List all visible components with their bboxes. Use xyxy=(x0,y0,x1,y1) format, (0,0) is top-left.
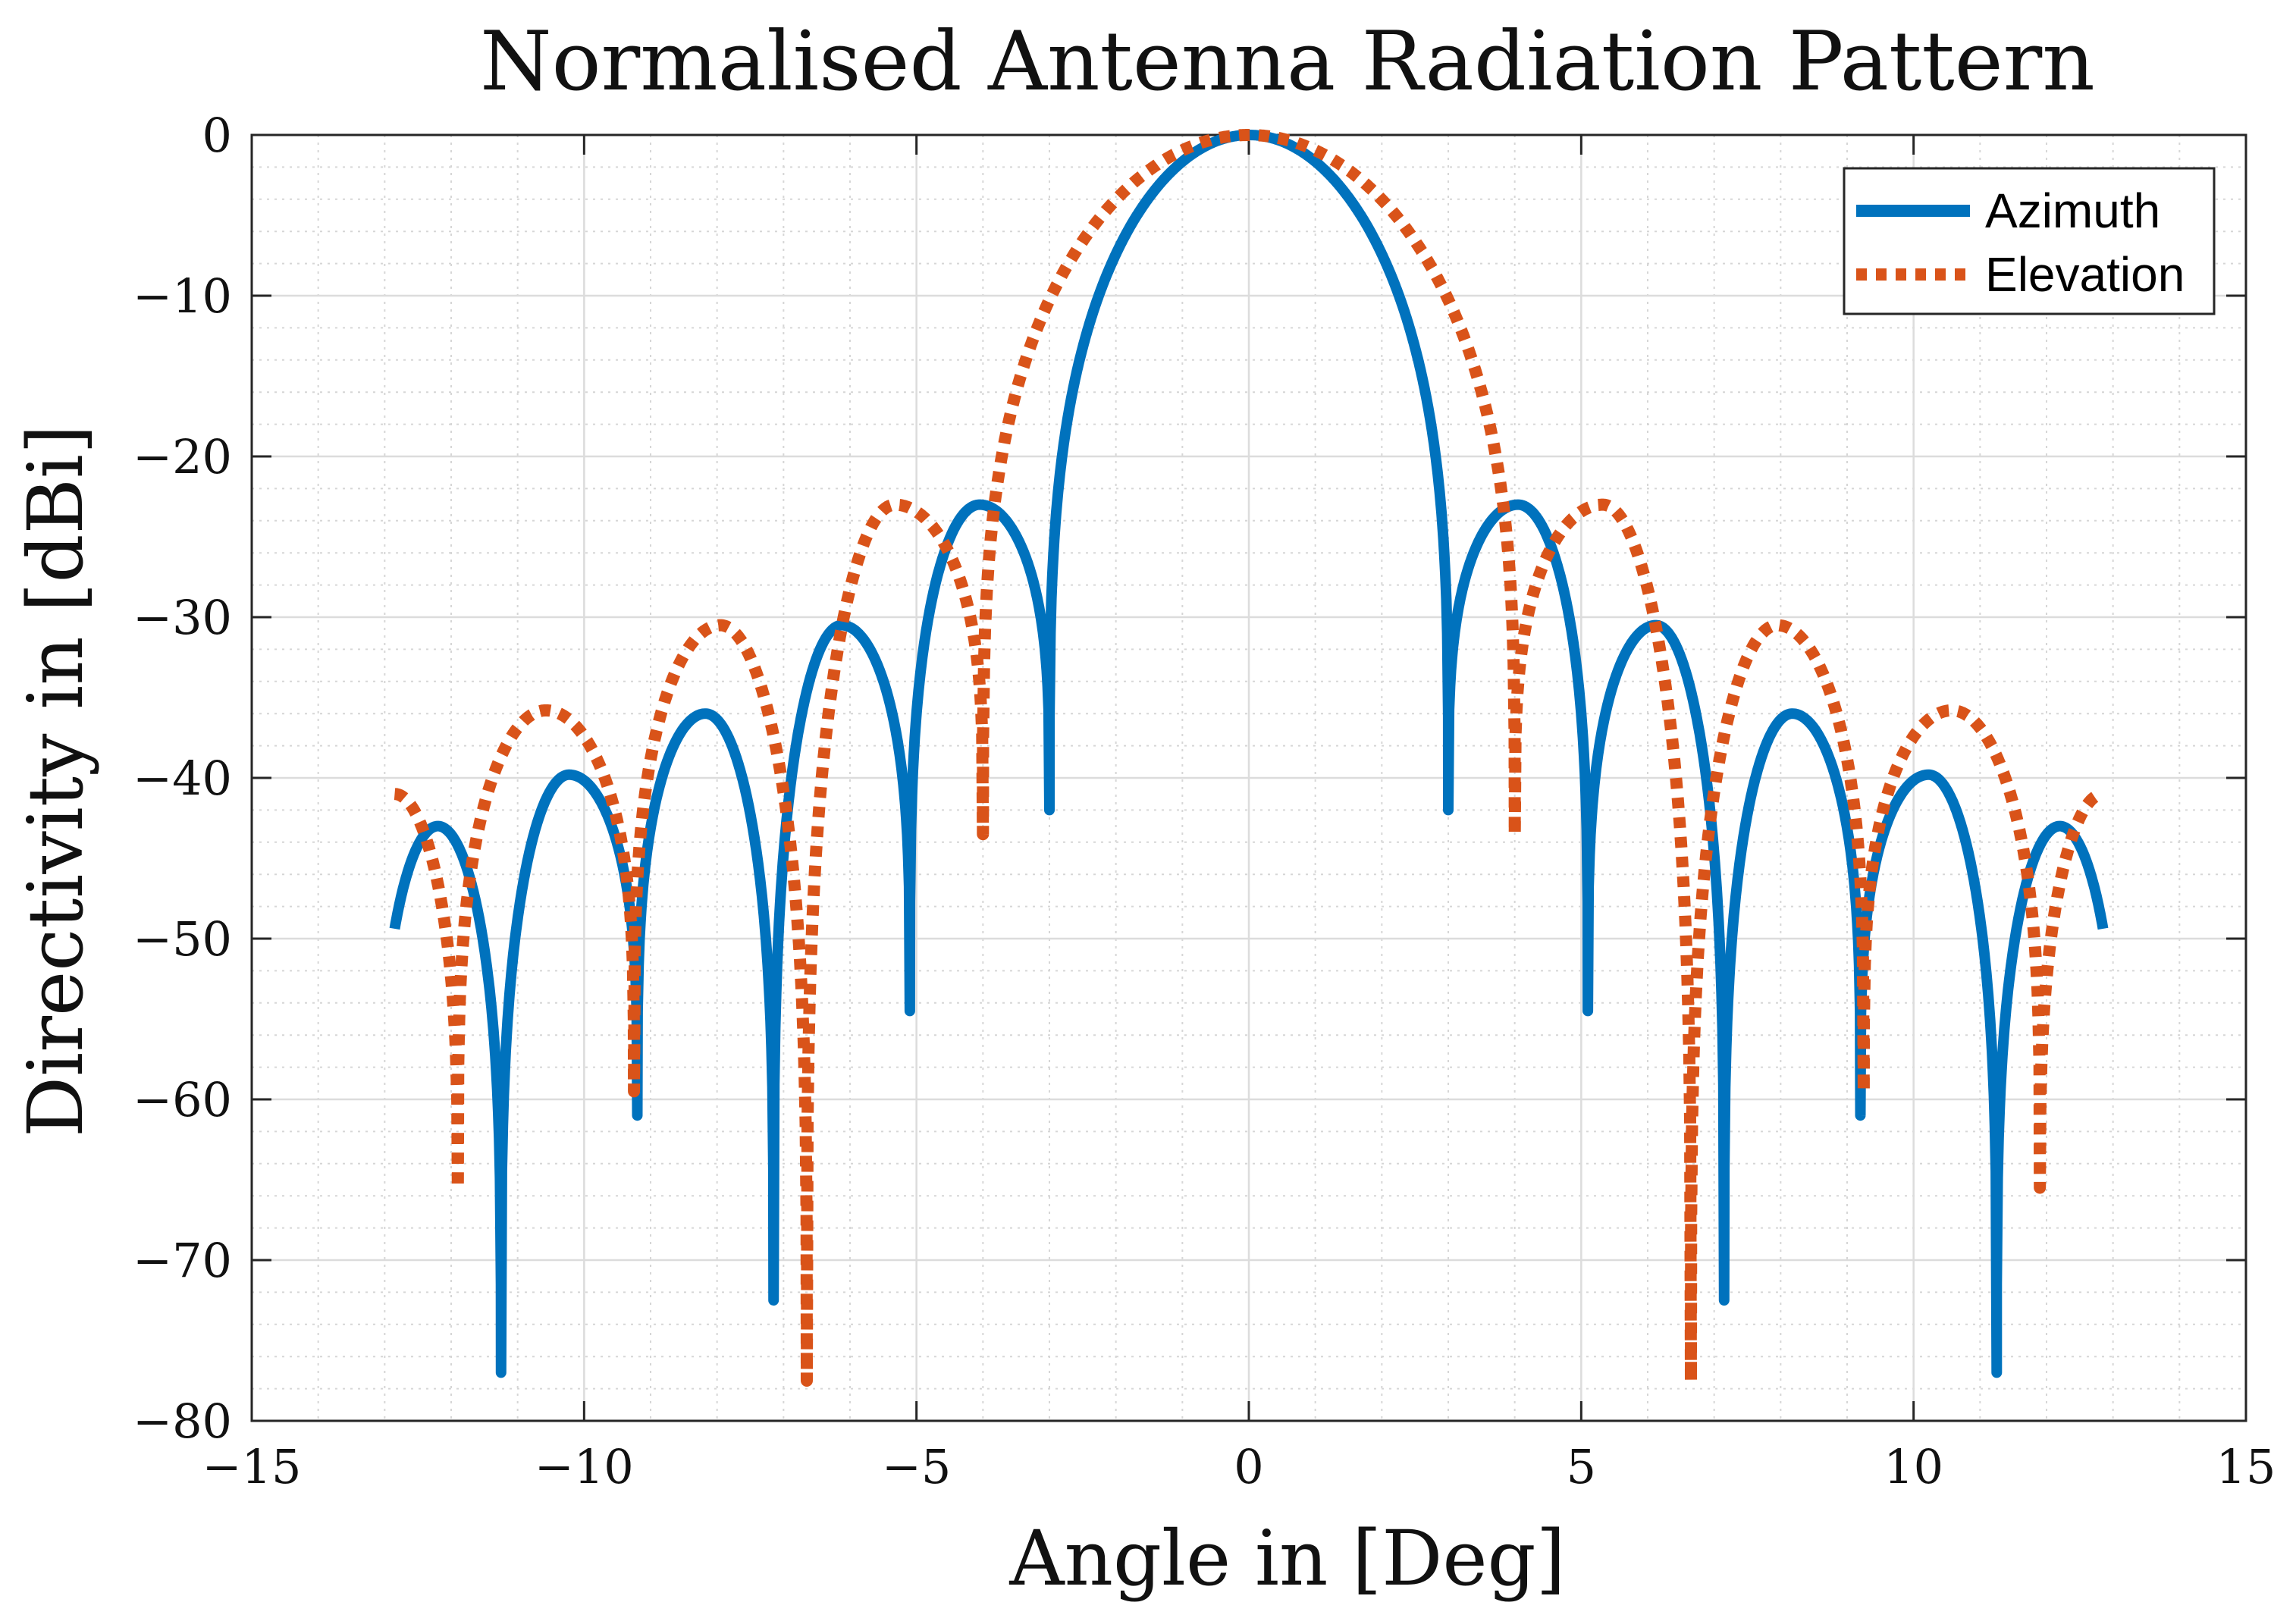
x-tick-label: 15 xyxy=(2216,1439,2276,1494)
series-layer xyxy=(389,129,2109,1387)
y-tick-label: −40 xyxy=(133,751,232,806)
y-axis-label: Directivity in [dBi] xyxy=(11,425,100,1137)
y-tick-label: −60 xyxy=(133,1072,232,1127)
y-tick-label: −30 xyxy=(133,590,232,645)
x-tick-label: 5 xyxy=(1567,1439,1596,1494)
legend: Azimuth Elevation xyxy=(1843,167,2216,315)
y-tick-label: −80 xyxy=(133,1394,232,1449)
x-tick-labels: −15 −10 −5 0 5 10 15 xyxy=(202,1439,2276,1494)
y-tick-label: 0 xyxy=(202,108,232,163)
series-line-elevation xyxy=(389,129,2109,1387)
legend-box xyxy=(1843,167,2216,315)
x-tick-label: 10 xyxy=(1884,1439,1943,1494)
y-tick-labels: 0 −10 −20 −30 −40 −50 −60 −70 −80 xyxy=(133,108,232,1449)
x-tick-label: 0 xyxy=(1234,1439,1263,1494)
axis-ticks xyxy=(250,133,2247,1422)
y-tick-label: −10 xyxy=(133,268,232,324)
x-tick-label: −15 xyxy=(202,1439,302,1494)
x-axis-label: Angle in [Deg] xyxy=(1008,1514,1565,1603)
y-tick-label: −70 xyxy=(133,1233,232,1288)
legend-label-azimuth: Azimuth xyxy=(1985,183,2160,238)
y-tick-label: −50 xyxy=(133,911,232,967)
y-tick-label: −20 xyxy=(133,429,232,484)
chart-title: Normalised Antenna Radiation Pattern xyxy=(480,14,2095,109)
x-tick-label: −10 xyxy=(535,1439,634,1494)
legend-label-elevation: Elevation xyxy=(1985,247,2185,302)
x-tick-label: −5 xyxy=(882,1439,951,1494)
